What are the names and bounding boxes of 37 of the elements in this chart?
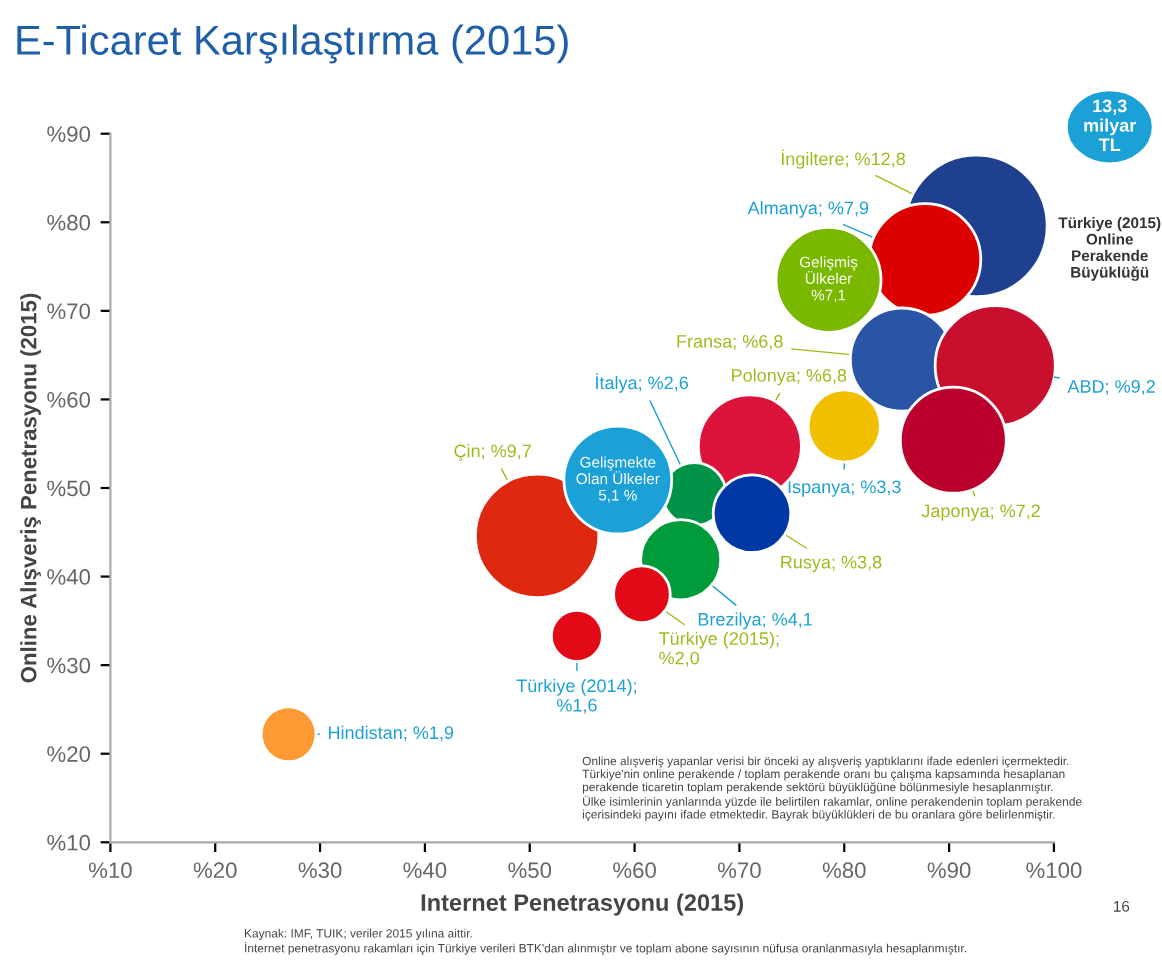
x-tick-label: %50 (508, 862, 552, 879)
y-tick-label: %20 (47, 746, 91, 762)
y-tick-label: %70 (47, 303, 91, 320)
y-tick-label: %50 (47, 480, 91, 497)
y-tick-label: %40 (47, 569, 91, 585)
x-tick-label: %30 (298, 862, 342, 879)
annotation: Türkiye (2015); %2,0 (658, 631, 779, 667)
y-tick-label: %90 (47, 126, 91, 142)
text: 13,3 milyar TL (1084, 99, 1137, 151)
x-axis-title: Internet Penetrasyonu (2015) (421, 893, 744, 916)
annotation: Polonya; %6,8 (732, 368, 847, 386)
x-tick-label: %100 (1026, 862, 1082, 879)
y-tick-label: %60 (47, 391, 91, 408)
x-tick-label: %10 (88, 862, 132, 879)
y-tick-label: %80 (47, 214, 91, 231)
annotation: Japonya; %7,2 (921, 504, 1040, 521)
annotation: İspanya; %3,3 (788, 477, 901, 497)
x-tick-label: %60 (613, 862, 656, 879)
x-tick-label: %70 (717, 862, 761, 879)
x-tick-label: %90 (927, 862, 971, 879)
chart-title: E-Ticaret Karşılaştırma (2015) (17, 24, 568, 64)
annotation: Hindistan; %1,9 (328, 725, 454, 742)
annotation: Çin; %9,7 (454, 444, 531, 461)
y-tick-label: %10 (47, 834, 91, 851)
x-tick-label: %80 (822, 862, 866, 879)
x-tick-label: %20 (193, 862, 237, 879)
x-tick-label: %40 (403, 862, 447, 879)
annotation: Rusya; %3,8 (781, 555, 882, 573)
y-tick-label: %30 (47, 657, 91, 674)
annotation: İngiltere; %12,8 (781, 149, 905, 169)
annotation: ABD; %9,2 (1067, 380, 1155, 395)
annotation: İtalya; %2,6 (596, 373, 688, 393)
annotation: Brezilya; %4,1 (698, 612, 812, 630)
annotation: Almanya; %7,9 (747, 201, 869, 218)
y-axis-title: Online Alışveriş Penetrasyonu (2015) (20, 293, 41, 683)
annotation: Türkiye (2014); %1,6 (516, 678, 637, 714)
annotation: Fransa; %6,8 (677, 334, 783, 350)
